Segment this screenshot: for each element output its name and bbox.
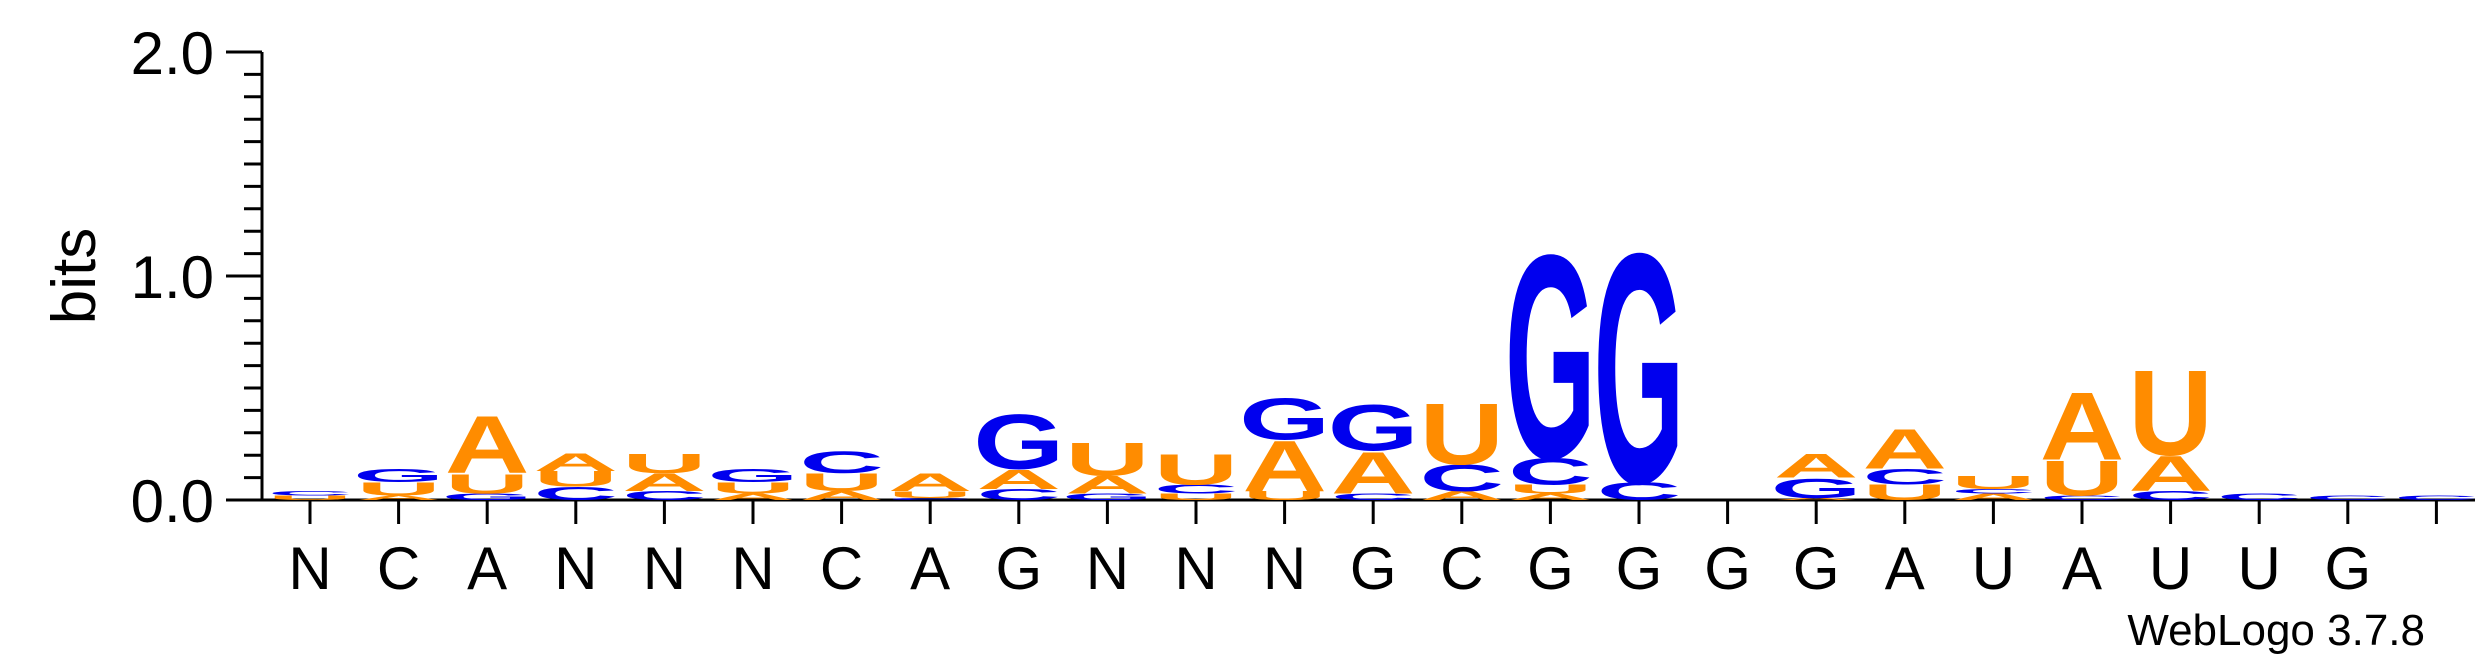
logo-letter-c: C xyxy=(2306,494,2391,501)
x-tick-label: U xyxy=(2149,535,2192,602)
y-tick-label: 2.0 xyxy=(131,20,214,87)
logo-letter-u: U xyxy=(1065,433,1150,486)
x-tick-label: N xyxy=(1263,535,1306,602)
logo-letter-c: C xyxy=(1420,457,1505,499)
x-tick-label: C xyxy=(1440,535,1483,602)
logo-letter-u: U xyxy=(356,479,441,500)
x-tick-label: G xyxy=(1350,535,1397,602)
y-tick-label: 1.0 xyxy=(131,244,214,311)
y-tick-label: 0.0 xyxy=(131,468,214,535)
x-tick-label: G xyxy=(1616,535,1663,602)
logo-letter-u: U xyxy=(1508,482,1593,496)
logo-letter-c: C xyxy=(1863,465,1948,489)
logo-letter-g: G xyxy=(1771,473,1862,504)
logo-letter-c: C xyxy=(1331,492,1416,503)
logo-letter-g: G xyxy=(353,465,444,486)
logo-letter-c: C xyxy=(1508,451,1593,493)
x-tick-label: N xyxy=(643,535,686,602)
logo-letter-g: G xyxy=(1593,186,1684,552)
logo-letter-g: G xyxy=(973,399,1064,486)
logo-letter-u: U xyxy=(1154,445,1239,494)
logo-letter-a: A xyxy=(888,468,973,496)
x-tick-label: N xyxy=(1086,535,1129,602)
logo-letter-u: U xyxy=(1951,472,2036,493)
x-tick-label: N xyxy=(554,535,597,602)
logo-letter-u: U xyxy=(1154,492,1239,503)
logo-letter-a: A xyxy=(799,489,884,503)
x-tick-label: N xyxy=(288,535,331,602)
logo-letter-g: G xyxy=(442,492,533,503)
logo-letter-u: U xyxy=(1242,489,1327,503)
x-tick-label: N xyxy=(731,535,774,602)
logo-letter-a: A xyxy=(1951,492,2036,503)
logo-letter-a: A xyxy=(711,492,796,503)
x-tick-label: G xyxy=(1704,535,1751,602)
logo-letter-u: U xyxy=(711,479,796,497)
logo-letter-c: C xyxy=(622,489,707,503)
logo-letter-c: C xyxy=(977,486,1062,504)
logo-letter-c: C xyxy=(2128,489,2213,503)
logo-letter-a: A xyxy=(977,464,1062,495)
x-tick-label: G xyxy=(1527,535,1574,602)
logo-letter-a: A xyxy=(1065,471,1150,499)
logo-letter-a: A xyxy=(356,494,441,501)
x-tick-label: A xyxy=(467,535,507,602)
logo-letter-c: C xyxy=(2040,494,2125,501)
x-tick-label: G xyxy=(2324,535,2371,602)
y-axis-label: bits xyxy=(40,228,109,324)
weblogo-credit: WebLogo 3.7.8 xyxy=(2127,606,2425,655)
logo-letter-a: A xyxy=(1331,440,1416,507)
logo-letter-u: U xyxy=(2040,450,2125,506)
logo-letter-a: A xyxy=(1508,492,1593,503)
logo-letter-a: A xyxy=(1863,418,1948,481)
x-tick-label: A xyxy=(2062,535,2102,602)
x-tick-label: U xyxy=(2238,535,2281,602)
logo-letter-c: C xyxy=(2394,494,2475,501)
logo-letter-g: G xyxy=(1239,386,1330,453)
logo-letter-a: A xyxy=(622,468,707,496)
logo-letter-a: A xyxy=(534,448,619,476)
x-tick-label: C xyxy=(820,535,863,602)
logo-letter-u: U xyxy=(534,467,619,491)
logo-letter-c: C xyxy=(268,490,353,497)
logo-letter-a: A xyxy=(1420,489,1505,503)
logo-letter-g: G xyxy=(1505,194,1596,519)
x-tick-label: N xyxy=(1174,535,1217,602)
logo-letter-c: C xyxy=(888,497,973,501)
logo-letter-a: A xyxy=(445,401,530,491)
x-tick-label: C xyxy=(377,535,420,602)
x-tick-label: G xyxy=(1793,535,1840,602)
logo-letter-a: A xyxy=(1774,497,1859,501)
logo-letter-c: C xyxy=(799,445,884,480)
logo-letter-u: U xyxy=(445,468,530,499)
y-ticks: 0.0 1.0 2.0 xyxy=(131,20,262,535)
logo-letter-u: U xyxy=(1420,385,1505,483)
logo-letter-c: C xyxy=(534,483,619,504)
logo-letter-c: C xyxy=(1154,482,1239,496)
logo-letter-u: U xyxy=(268,494,353,501)
x-tick-label: A xyxy=(910,535,950,602)
x-tick-label: G xyxy=(995,535,1042,602)
logo-letter-c: C xyxy=(2217,492,2302,503)
logo-letter-a: A xyxy=(2040,372,2125,480)
logo-letter-u: U xyxy=(622,448,707,479)
logo-letter-c: C xyxy=(1951,488,2036,495)
logo-letter-u: U xyxy=(888,489,973,500)
logo-letter-g: G xyxy=(707,465,798,486)
logo-letter-a: A xyxy=(2128,446,2213,502)
logo-letter-u: U xyxy=(2128,346,2213,482)
logo-letter-g: G xyxy=(1328,392,1419,465)
logo-letter-a: A xyxy=(1774,447,1859,485)
x-tick-label: A xyxy=(1885,535,1925,602)
x-tick-label: U xyxy=(1972,535,2015,602)
logo-letter-g: G xyxy=(1062,492,1153,503)
logo-letter-u: U xyxy=(799,468,884,496)
logo-letter-a: A xyxy=(1242,426,1327,507)
